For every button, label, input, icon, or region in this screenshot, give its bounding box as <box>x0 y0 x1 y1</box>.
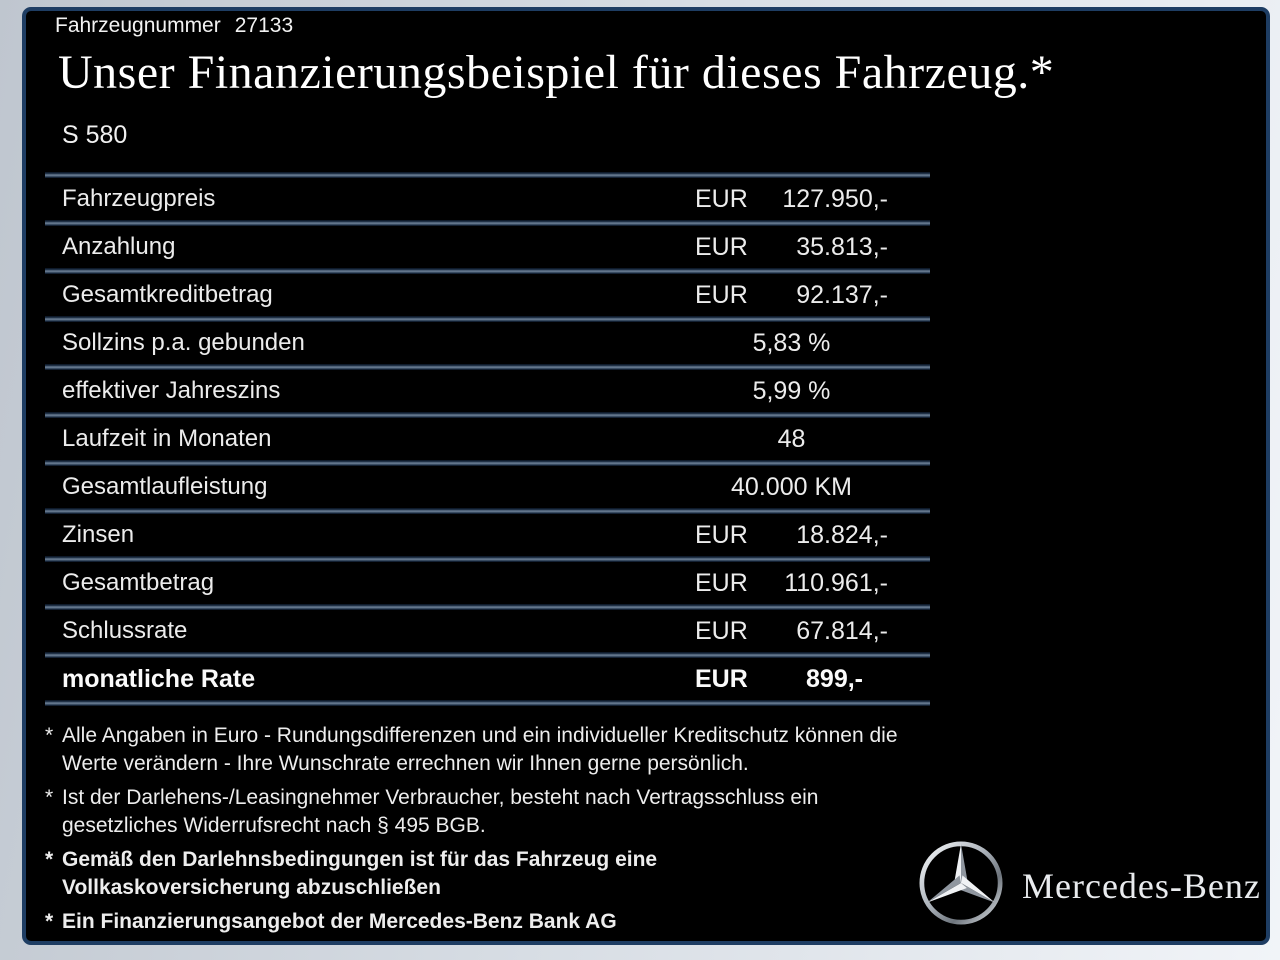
footnote: * Ist der Darlehens-/Leasingnehmer Verbra… <box>45 784 898 840</box>
row-amount: 18.824,- <box>796 520 888 549</box>
table-divider <box>45 220 930 226</box>
row-value: EUR 18.824,- <box>695 521 888 550</box>
row-value: EUR 35.813,- <box>695 233 888 262</box>
table-row: Zinsen EUR 18.824,- <box>45 514 930 556</box>
table-divider <box>45 460 930 466</box>
table-divider <box>45 316 930 322</box>
row-label: Anzahlung <box>62 233 176 260</box>
footnote-text: Ist der Darlehens-/Leasingnehmer Verbrau… <box>62 786 819 837</box>
row-amount: 67.814,- <box>796 616 888 645</box>
table-row: Anzahlung EUR 35.813,- <box>45 226 930 268</box>
row-label: Gesamtlaufleistung <box>62 473 268 500</box>
table-row: Fahrzeugpreis EUR 127.950,- <box>45 178 930 220</box>
currency-prefix: EUR <box>695 232 748 261</box>
footnote-text: Gemäß den Darlehnsbedingungen ist für da… <box>62 848 658 899</box>
row-value: EUR 899,- <box>695 665 888 694</box>
table-divider <box>45 604 930 610</box>
footnote: * Alle Angaben in Euro - Rundungsdifferen… <box>45 722 898 778</box>
table-row: Laufzeit in Monaten 48 <box>45 418 930 460</box>
row-amount: 40.000 KM <box>731 472 852 501</box>
row-amount: 5,99 % <box>752 376 831 405</box>
row-amount: 5,83 % <box>752 328 831 357</box>
vehicle-number-label: Fahrzeugnummer <box>55 14 221 37</box>
currency-prefix: EUR <box>695 664 748 693</box>
row-value: 5,99 % <box>695 377 888 406</box>
footnote-marker: * <box>45 786 54 809</box>
row-label: effektiver Jahreszins <box>62 377 281 404</box>
financing-card: Fahrzeugnummer 27133 Unser Finanzierungsb… <box>22 7 1270 945</box>
row-label: Laufzeit in Monaten <box>62 425 272 452</box>
row-value: 48 <box>695 425 888 454</box>
row-amount: 127.950,- <box>782 184 888 213</box>
row-amount: 48 <box>777 424 806 453</box>
table-divider <box>45 412 930 418</box>
table-row: Gesamtlaufleistung 40.000 KM <box>45 466 930 508</box>
currency-prefix: EUR <box>695 616 748 645</box>
row-label: Gesamtbetrag <box>62 569 215 596</box>
table-divider <box>45 268 930 274</box>
table-divider <box>45 364 930 370</box>
row-label: monatliche Rate <box>62 664 256 693</box>
currency-prefix: EUR <box>695 568 748 597</box>
row-label: Sollzins p.a. gebunden <box>62 329 305 356</box>
row-value: EUR 127.950,- <box>695 185 888 214</box>
mercedes-star-icon <box>919 841 1003 925</box>
row-label: Zinsen <box>62 521 135 548</box>
table-row: monatliche Rate EUR 899,- <box>45 658 930 700</box>
footnote: * Gemäß den Darlehnsbedingungen ist für d… <box>45 846 898 902</box>
row-value: 5,83 % <box>695 329 888 358</box>
table-divider <box>45 556 930 562</box>
currency-prefix: EUR <box>695 280 748 309</box>
table-row: effektiver Jahreszins 5,99 % <box>45 370 930 412</box>
row-label: Gesamtkreditbetrag <box>62 281 273 308</box>
table-row: Sollzins p.a. gebunden 5,83 % <box>45 322 930 364</box>
row-value: EUR 110.961,- <box>695 569 888 598</box>
table-divider <box>45 172 930 178</box>
footnote-text: Ein Finanzierungsangebot der Mercedes-Be… <box>62 910 617 933</box>
vehicle-model: S 580 <box>62 121 128 149</box>
row-amount: 35.813,- <box>796 232 888 261</box>
currency-prefix: EUR <box>695 520 748 549</box>
row-value: EUR 92.137,- <box>695 281 888 310</box>
currency-prefix: EUR <box>695 184 748 213</box>
brand-wordmark: Mercedes-Benz <box>1022 866 1261 906</box>
row-value: EUR 67.814,- <box>695 617 888 646</box>
table-divider <box>45 700 930 706</box>
footnotes: * Alle Angaben in Euro - Rundungsdifferen… <box>45 722 898 942</box>
row-amount: 92.137,- <box>796 280 888 309</box>
table-row: Gesamtbetrag EUR 110.961,- <box>45 562 930 604</box>
table-row: Gesamtkreditbetrag EUR 92.137,- <box>45 274 930 316</box>
row-label: Schlussrate <box>62 617 188 644</box>
page-title: Unser Finanzierungsbeispiel für dieses F… <box>58 46 1055 99</box>
footnote-marker: * <box>45 724 54 747</box>
vehicle-number-line: Fahrzeugnummer 27133 <box>55 14 293 38</box>
footnote-marker: * <box>45 910 54 933</box>
table-row: Schlussrate EUR 67.814,- <box>45 610 930 652</box>
row-amount: 110.961,- <box>784 568 888 597</box>
table-divider <box>45 652 930 658</box>
table-divider <box>45 508 930 514</box>
footnote: * Ein Finanzierungsangebot der Mercedes-B… <box>45 908 898 936</box>
footnote-text: Alle Angaben in Euro - Rundungsdifferenz… <box>62 724 898 775</box>
vehicle-number-value: 27133 <box>234 14 294 37</box>
row-value: 40.000 KM <box>695 473 888 502</box>
footnote-marker: * <box>45 848 54 871</box>
financing-table: Fahrzeugpreis EUR 127.950,- Anzahlung EUR 35.… <box>45 172 930 706</box>
row-amount: 899,- <box>806 664 863 693</box>
row-label: Fahrzeugpreis <box>62 185 216 212</box>
